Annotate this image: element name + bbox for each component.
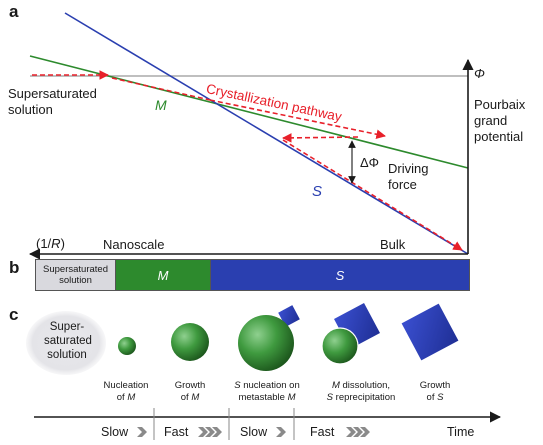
supersaturated-cloud	[26, 311, 106, 375]
M-large-sphere	[238, 315, 294, 371]
panel-label-a: a	[9, 2, 19, 21]
timeline-dividers	[153, 408, 295, 440]
driving-force-label: Driving force	[388, 161, 429, 192]
S-stage-bar: S	[210, 259, 470, 291]
nanoscale-label: Nanoscale	[103, 237, 165, 252]
caption-growth-of-M: Growth of M	[174, 380, 206, 403]
time-axis-label: Time	[447, 425, 475, 439]
supersaturated-stage-bar: Supersaturated solution	[35, 259, 115, 291]
delta-phi-label: ΔΦ	[360, 155, 380, 170]
caption-growth-of-S: Growth of S	[419, 380, 451, 403]
caption-S-nucleation: S nucleation on metastable M	[234, 380, 300, 403]
slow-chevron-2	[276, 427, 286, 437]
fast-chevrons-1	[198, 427, 222, 437]
panel-label-c: c	[9, 305, 19, 324]
S-bulk-cube	[401, 303, 459, 361]
timeline-fast-1: Fast	[164, 425, 189, 439]
caption-nucleation-of-M: Nucleation of M	[103, 380, 149, 403]
timeline-slow-2: Slow	[240, 425, 268, 439]
M-line-label: M	[155, 97, 167, 113]
M-stage-bar: M	[115, 259, 210, 291]
bulk-label: Bulk	[380, 237, 406, 252]
timeline-fast-2: Fast	[310, 425, 335, 439]
supersaturated-cloud-label: Super- saturated solution	[44, 321, 92, 361]
stable-S-line	[64, 12, 469, 255]
M-nucleus-sphere	[118, 337, 136, 355]
M-dissolving-sphere	[321, 327, 359, 365]
crystallization-pathway-arrows	[32, 70, 463, 251]
M-grown-sphere	[171, 323, 209, 361]
caption-M-dissolution: M dissolution, S reprecipitation	[326, 380, 396, 403]
phi-axis-symbol: Φ	[474, 66, 485, 81]
timeline-slow-1: Slow	[101, 425, 129, 439]
S-line-label: S	[312, 183, 323, 200]
panel-label-b: b	[9, 258, 20, 277]
supersaturated-solution-label: Supersaturated solution	[8, 86, 97, 117]
fast-chevrons-2	[346, 427, 370, 437]
potential-axis-label: Pourbaix grand potential	[474, 97, 526, 144]
inverse-radius-label: (1/R)	[36, 236, 65, 251]
slow-chevron-1	[137, 427, 147, 437]
